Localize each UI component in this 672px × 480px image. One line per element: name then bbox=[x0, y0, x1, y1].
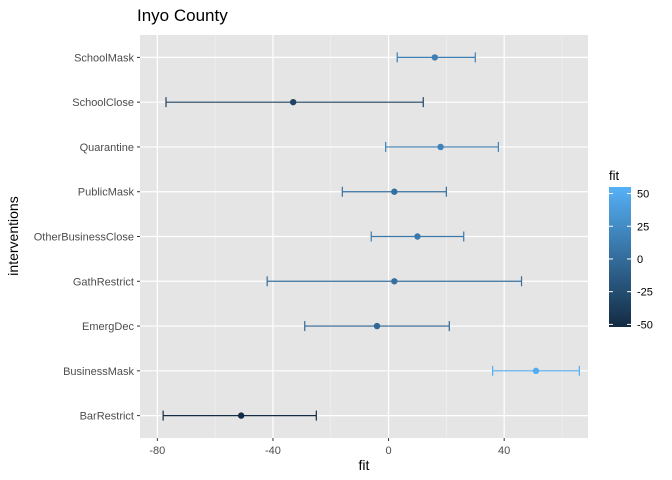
legend-ticks: 50 25 0 -25 -50 bbox=[609, 189, 653, 331]
x-tick-labels: -80 -40 0 40 bbox=[149, 438, 510, 457]
fit-point bbox=[289, 98, 297, 106]
y-tick-label: PublicMask bbox=[78, 187, 135, 199]
fit-point bbox=[237, 412, 245, 419]
errorbar-PublicMask bbox=[341, 186, 447, 197]
chart-title: Inyo County bbox=[137, 6, 228, 25]
fit-point bbox=[391, 278, 398, 285]
y-axis-title: interventions bbox=[5, 196, 21, 275]
fit-point bbox=[414, 233, 421, 240]
errorbar-Quarantine bbox=[385, 141, 499, 152]
x-tick-label: -80 bbox=[149, 445, 165, 457]
legend-label: 25 bbox=[637, 221, 649, 233]
errorbar-OtherBusinessClose bbox=[370, 231, 465, 242]
legend-title: fit bbox=[609, 168, 620, 183]
errorbar-EmergDec bbox=[304, 321, 450, 332]
y-tick-label: BusinessMask bbox=[63, 366, 134, 378]
y-tick-label: SchoolMask bbox=[74, 52, 134, 64]
errorbar-GathRestrict bbox=[266, 276, 523, 287]
data-marks bbox=[162, 52, 580, 421]
fit-point bbox=[391, 188, 398, 195]
fit-point bbox=[431, 54, 439, 61]
y-tick-label: EmergDec bbox=[82, 321, 134, 333]
x-tick-label: 40 bbox=[498, 445, 510, 457]
fit-point bbox=[373, 322, 381, 330]
errorbar-BusinessMask bbox=[492, 365, 580, 376]
legend-label: 50 bbox=[637, 189, 649, 201]
legend-label: 0 bbox=[637, 254, 643, 266]
legend-colorbar bbox=[609, 187, 631, 327]
errorbar-BarRestrict bbox=[162, 410, 317, 421]
y-tick-labels: SchoolMask SchoolClose Quarantine PublicMas… bbox=[34, 52, 140, 423]
color-legend: fit 50 25 0 -25 -50 bbox=[609, 168, 653, 331]
x-tick-label: 0 bbox=[386, 445, 392, 457]
y-tick-label: SchoolClose bbox=[72, 97, 134, 109]
legend-label: -50 bbox=[637, 319, 653, 331]
y-tick-label: OtherBusinessClose bbox=[34, 232, 134, 244]
x-tick-label: -40 bbox=[265, 445, 281, 457]
y-tick-label: BarRestrict bbox=[80, 411, 134, 423]
y-tick-label: GathRestrict bbox=[73, 276, 134, 288]
errorbar-SchoolMask bbox=[396, 52, 476, 63]
fit-point bbox=[532, 367, 540, 375]
errorbar-SchoolClose bbox=[165, 97, 424, 108]
x-axis-title: fit bbox=[359, 457, 370, 473]
fit-point bbox=[437, 143, 444, 151]
legend-label: -25 bbox=[637, 287, 653, 299]
y-tick-label: Quarantine bbox=[80, 142, 134, 154]
